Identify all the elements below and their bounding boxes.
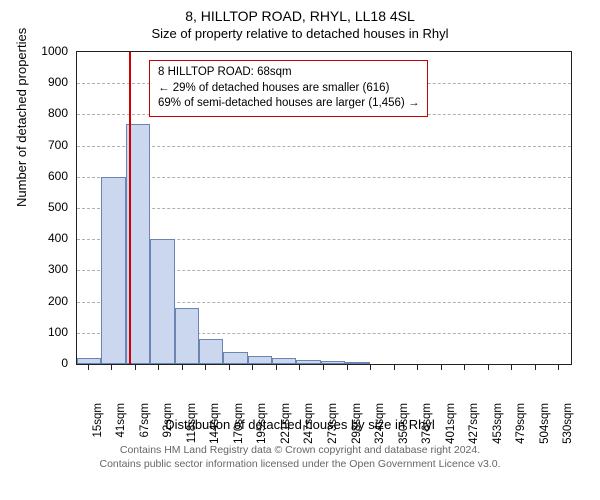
- x-tick-label: 453sqm: [492, 403, 504, 447]
- bar: [223, 352, 247, 364]
- x-tick-label: 144sqm: [209, 403, 221, 447]
- bar: [150, 239, 174, 364]
- y-tick-label: 1000: [41, 44, 68, 58]
- x-tick-mark: [464, 365, 465, 370]
- x-tick-label: 247sqm: [303, 403, 315, 447]
- bar: [321, 361, 345, 364]
- x-tick-mark: [88, 365, 89, 370]
- y-tick-label: 600: [48, 169, 68, 183]
- y-axis-ticks: 01002003004005006007008009001000: [20, 51, 72, 365]
- reference-line: [129, 52, 131, 364]
- x-tick-mark: [323, 365, 324, 370]
- bar: [199, 339, 223, 364]
- x-tick-label: 41sqm: [115, 403, 127, 447]
- x-tick-label: 479sqm: [515, 403, 527, 447]
- x-tick-label: 401sqm: [445, 403, 457, 447]
- x-tick-label: 504sqm: [539, 403, 551, 447]
- x-tick-label: 324sqm: [374, 403, 386, 447]
- y-tick-label: 700: [48, 138, 68, 152]
- x-tick-label: 221sqm: [280, 403, 292, 447]
- x-tick-label: 376sqm: [421, 403, 433, 447]
- x-tick-label: 170sqm: [233, 403, 245, 447]
- x-tick-label: 427sqm: [468, 403, 480, 447]
- y-tick-label: 300: [48, 262, 68, 276]
- x-tick-label: 92sqm: [162, 403, 174, 447]
- bar: [296, 360, 320, 364]
- x-tick-mark: [252, 365, 253, 370]
- bar: [175, 308, 199, 364]
- x-tick-mark: [417, 365, 418, 370]
- page-subtitle: Size of property relative to detached ho…: [12, 26, 588, 41]
- x-tick-label: 530sqm: [562, 403, 574, 447]
- y-tick-label: 0: [61, 356, 68, 370]
- x-axis-ticks: 15sqm41sqm67sqm92sqm118sqm144sqm170sqm19…: [76, 367, 572, 415]
- annotation-line: 69% of semi-detached houses are larger (…: [158, 96, 419, 112]
- x-tick-mark: [535, 365, 536, 370]
- x-tick-label: 67sqm: [139, 403, 151, 447]
- x-tick-mark: [158, 365, 159, 370]
- y-tick-label: 500: [48, 200, 68, 214]
- x-tick-mark: [511, 365, 512, 370]
- x-tick-mark: [276, 365, 277, 370]
- x-tick-mark: [441, 365, 442, 370]
- x-tick-mark: [135, 365, 136, 370]
- y-tick-label: 800: [48, 106, 68, 120]
- footer: Contains HM Land Registry data © Crown c…: [12, 444, 588, 471]
- y-tick-label: 900: [48, 75, 68, 89]
- plot-area: 8 HILLTOP ROAD: 68sqm ← 29% of detached …: [76, 51, 572, 365]
- annotation-line: ← 29% of detached houses are smaller (61…: [158, 81, 419, 97]
- x-tick-mark: [299, 365, 300, 370]
- x-tick-label: 195sqm: [256, 403, 268, 447]
- x-tick-mark: [205, 365, 206, 370]
- footer-line: Contains public sector information licen…: [12, 458, 588, 472]
- y-tick-label: 400: [48, 231, 68, 245]
- x-tick-mark: [558, 365, 559, 370]
- bar: [345, 362, 369, 364]
- chart: Number of detached properties 0100200300…: [20, 47, 580, 415]
- page-title: 8, HILLTOP ROAD, RHYL, LL18 4SL: [12, 8, 588, 24]
- x-tick-label: 118sqm: [186, 403, 198, 447]
- annotation-box: 8 HILLTOP ROAD: 68sqm ← 29% of detached …: [149, 60, 428, 117]
- x-tick-mark: [182, 365, 183, 370]
- x-tick-mark: [370, 365, 371, 370]
- x-tick-label: 298sqm: [351, 403, 363, 447]
- x-tick-label: 350sqm: [398, 403, 410, 447]
- bar: [77, 358, 101, 364]
- x-tick-mark: [488, 365, 489, 370]
- x-tick-mark: [347, 365, 348, 370]
- bar: [101, 177, 125, 364]
- y-tick-label: 200: [48, 294, 68, 308]
- x-tick-label: 15sqm: [92, 403, 104, 447]
- x-tick-mark: [394, 365, 395, 370]
- bar: [272, 358, 296, 364]
- x-tick-mark: [111, 365, 112, 370]
- annotation-line: 8 HILLTOP ROAD: 68sqm: [158, 65, 419, 81]
- y-tick-label: 100: [48, 325, 68, 339]
- x-tick-mark: [229, 365, 230, 370]
- bar: [248, 356, 272, 364]
- x-tick-label: 273sqm: [327, 403, 339, 447]
